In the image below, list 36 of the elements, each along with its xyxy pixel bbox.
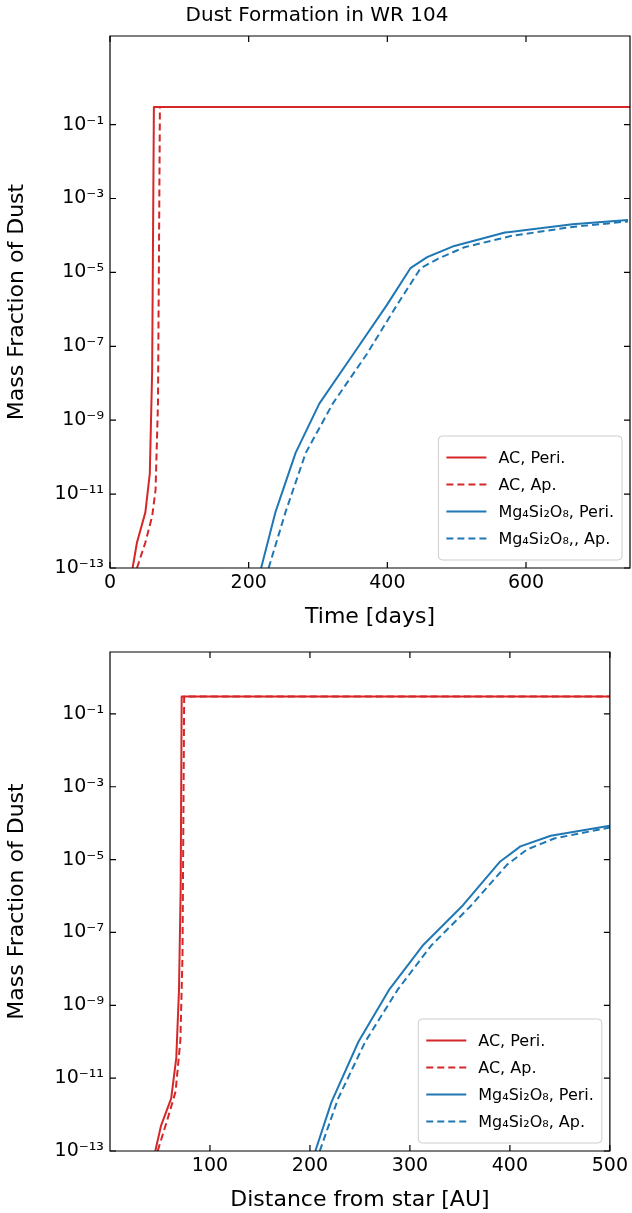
y-tick-label: 10⁻¹³ xyxy=(54,554,104,577)
y-tick-label: 10⁻¹¹ xyxy=(54,481,104,504)
x-tick-label: 0 xyxy=(103,570,117,593)
y-tick-label: 10⁻³ xyxy=(62,773,104,796)
y-axis-title: Mass Fraction of Dust xyxy=(2,183,28,421)
x-tick-label: 100 xyxy=(191,1153,229,1176)
legend-label: Mg₄Si₂O₈,, Ap. xyxy=(498,528,611,548)
x-tick-label: 300 xyxy=(391,1153,429,1176)
x-axis-title: Time [days] xyxy=(304,602,435,628)
y-tick-label: 10⁻⁷ xyxy=(62,333,104,356)
y-tick-label: 10⁻⁵ xyxy=(62,259,104,282)
chart-title: Dust Formation in WR 104 xyxy=(185,2,449,27)
legend-label: AC, Peri. xyxy=(498,447,566,467)
y-tick-label: 10⁻⁷ xyxy=(62,919,104,942)
y-tick-label: 10⁻¹³ xyxy=(54,1137,104,1160)
x-tick-label: 600 xyxy=(507,570,545,593)
y-tick-label: 10⁻⁹ xyxy=(62,992,104,1015)
y-axis-title: Mass Fraction of Dust xyxy=(2,782,28,1020)
y-tick-label: 10⁻¹ xyxy=(62,111,104,134)
y-tick-label: 10⁻⁵ xyxy=(62,846,104,869)
y-tick-label: 10⁻¹ xyxy=(62,700,104,723)
legend-label: AC, Peri. xyxy=(478,1030,546,1050)
legend-label: Mg₄Si₂O₈, Ap. xyxy=(478,1111,586,1131)
legend-label: AC, Ap. xyxy=(498,474,557,494)
y-tick-label: 10⁻⁹ xyxy=(62,407,104,430)
x-tick-label: 400 xyxy=(369,570,406,593)
x-tick-label: 400 xyxy=(491,1153,529,1176)
x-axis-title: Distance from star [AU] xyxy=(230,1185,490,1211)
x-tick-label: 200 xyxy=(230,570,267,593)
legend-label: Mg₄Si₂O₈, Peri. xyxy=(498,501,615,521)
y-tick-label: 10⁻³ xyxy=(62,185,104,208)
y-tick-label: 10⁻¹¹ xyxy=(54,1065,104,1088)
legend-label: Mg₄Si₂O₈, Peri. xyxy=(478,1084,594,1104)
x-tick-label: 200 xyxy=(291,1153,329,1176)
legend-label: AC, Ap. xyxy=(478,1057,537,1077)
x-tick-label: 500 xyxy=(591,1153,628,1176)
